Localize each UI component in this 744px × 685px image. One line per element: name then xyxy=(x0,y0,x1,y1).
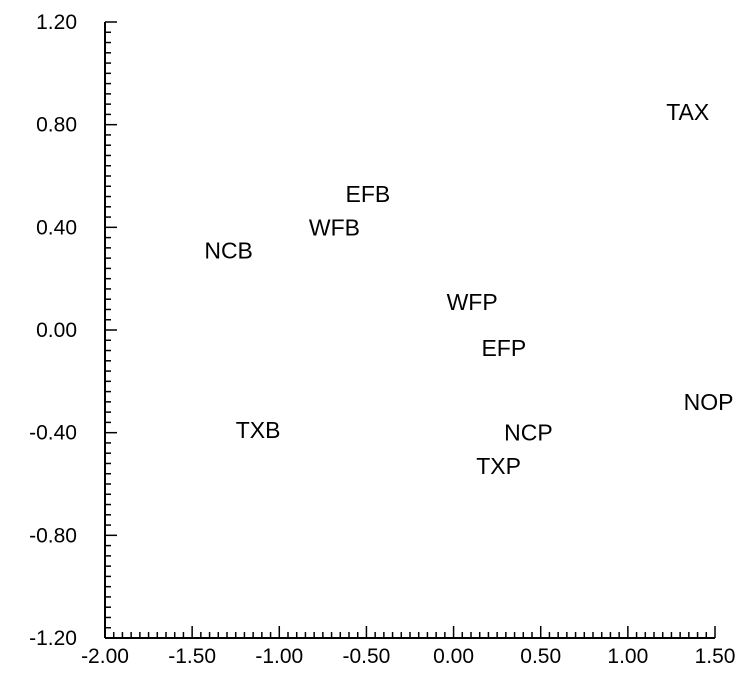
x-tick-label: -1.00 xyxy=(255,645,303,668)
data-point-efp: EFP xyxy=(481,335,526,361)
x-tick-label: -0.50 xyxy=(342,645,390,668)
data-point-tax: TAX xyxy=(666,99,709,125)
y-tick-label: 0.00 xyxy=(36,319,77,342)
y-tick-label: -1.20 xyxy=(29,627,77,650)
y-tick-label: 1.20 xyxy=(36,11,77,34)
data-point-txb: TXB xyxy=(236,417,281,443)
data-point-nop: NOP xyxy=(684,389,734,415)
axis-tick-labels: -1.20 -0.80 -0.40 0.00 0.40 0.80 1.20 -2.00 -1.5… xyxy=(29,11,735,668)
axis-ticks xyxy=(104,21,716,639)
y-tick-label: -0.40 xyxy=(29,422,77,445)
x-tick-label: -2.00 xyxy=(81,645,129,668)
data-point-txp: TXP xyxy=(476,453,521,479)
data-point-efb: EFB xyxy=(346,181,391,207)
data-point-ncp: NCP xyxy=(504,420,553,446)
x-tick-label: 1.50 xyxy=(695,645,736,668)
x-tick-label: 0.00 xyxy=(433,645,474,668)
axes xyxy=(104,22,715,639)
y-tick-label: 0.40 xyxy=(36,216,77,239)
data-point-wfb: WFB xyxy=(309,214,360,240)
x-tick-label: -1.50 xyxy=(168,645,216,668)
y-tick-label: -0.80 xyxy=(29,524,77,547)
data-point-labels: TAX EFB WFB NCB WFP EFP NOP TXB NCP TXP xyxy=(204,99,733,479)
x-tick-label: 1.00 xyxy=(607,645,648,668)
y-tick-label: 0.80 xyxy=(36,114,77,137)
data-point-wfp: WFP xyxy=(447,289,498,315)
x-tick-label: 0.50 xyxy=(520,645,561,668)
data-point-ncb: NCB xyxy=(204,237,253,263)
